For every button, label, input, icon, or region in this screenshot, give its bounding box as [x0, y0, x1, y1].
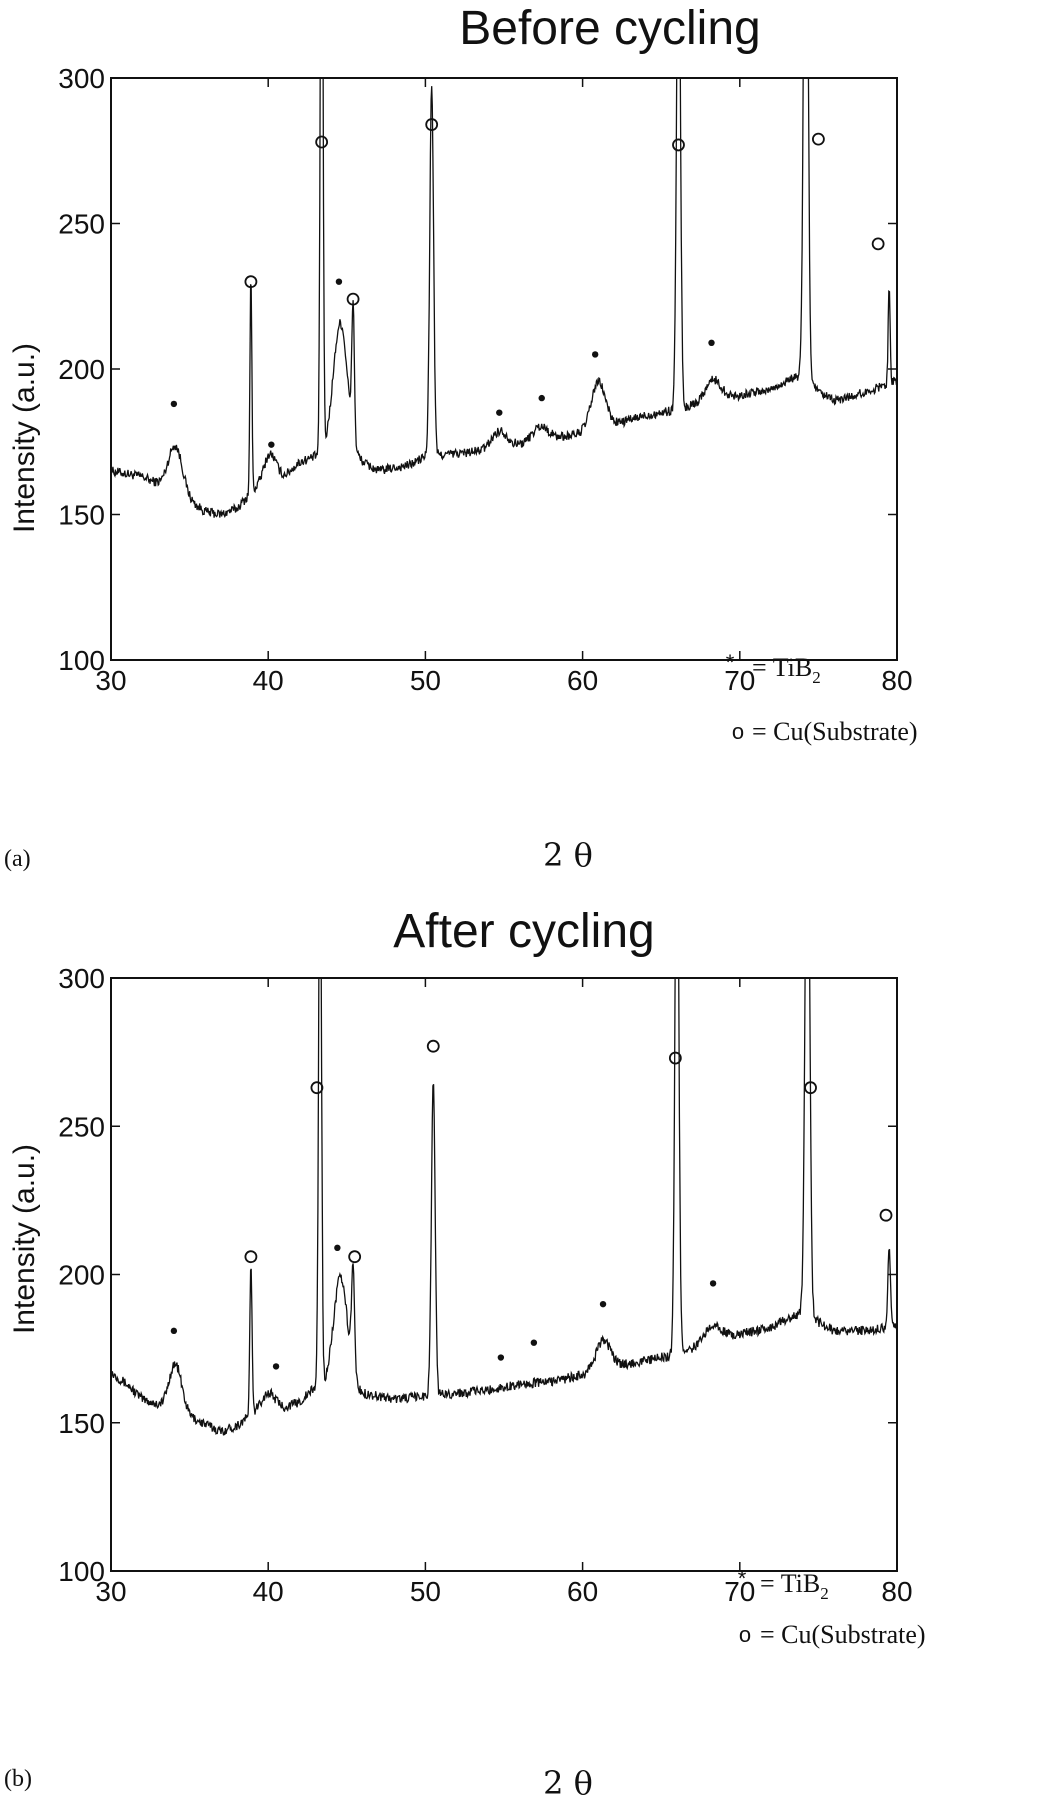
x-tick-label: 80 [881, 1576, 912, 1607]
y-tick-label: 150 [58, 1408, 105, 1439]
y-axis-title: Intensity (a.u.) [8, 343, 41, 533]
tib2-peak-marker [709, 1280, 717, 1287]
x-axis-title: 2 θ [543, 1764, 593, 1800]
chart-title: After cycling [393, 905, 654, 958]
plot-frame [110, 77, 898, 661]
tib2-peak-marker [335, 278, 343, 285]
cu-peak-marker [425, 118, 439, 131]
chart-panel-before-cycling: Before cycling Intensity (a.u.) 2 θ (a) … [4, 2, 918, 874]
x-tick-label: 60 [567, 665, 598, 696]
legend-marker-tib2: * [738, 1566, 747, 1591]
cu-peak-marker [668, 1051, 682, 1065]
x-tick-label: 30 [95, 665, 126, 696]
cu-peak-marker [879, 1208, 893, 1222]
legend-label-cu: = Cu(Substrate) [760, 1620, 926, 1649]
panel-label: (b) [4, 1766, 32, 1792]
cu-peak-marker [672, 138, 685, 152]
series-line [111, 978, 897, 1436]
legend-label-cu: = Cu(Substrate) [752, 717, 918, 746]
tib2-peak-marker [497, 1354, 505, 1361]
cu-peak-marker [348, 1250, 362, 1264]
legend: * = TiB2 o = Cu(Substrate) [726, 650, 918, 746]
x-tick-label: 80 [881, 665, 912, 696]
x-tick-label: 50 [410, 665, 441, 696]
legend: * = TiB2 o = Cu(Substrate) [738, 1566, 926, 1649]
chart-svg-before-cycling: Before cycling Intensity (a.u.) 2 θ (a) … [4, 2, 918, 874]
x-tick-label: 30 [95, 1576, 126, 1607]
legend-marker-tib2: * [726, 650, 735, 675]
y-tick-label: 100 [58, 1556, 105, 1587]
cu-peak-marker [244, 275, 258, 289]
plot-frame [110, 977, 898, 1572]
y-tick-label: 300 [58, 963, 105, 994]
cu-peak-marker [310, 1081, 324, 1095]
cu-peak-marker [244, 1250, 258, 1264]
legend-marker-cu: o [732, 719, 744, 744]
x-tick-label: 40 [253, 665, 284, 696]
cu-peak-marker [346, 292, 360, 306]
tib2-peak-marker [708, 339, 715, 347]
y-tick-label: 250 [58, 209, 105, 240]
tib2-peak-marker [272, 1363, 280, 1370]
tib2-peak-marker [538, 394, 545, 402]
y-axis-title: Intensity (a.u.) [8, 1144, 41, 1334]
plot-area: 30 40 50 60 70 80 100 150 200 250 300 [58, 63, 912, 696]
tib2-peak-marker [170, 1327, 178, 1335]
x-tick-label: 70 [724, 665, 755, 696]
x-axis-title: 2 θ [543, 836, 593, 874]
y-tick-label: 300 [58, 63, 105, 94]
tib2-peak-marker [496, 409, 503, 416]
cu-peak-marker [871, 237, 885, 251]
y-tick-label: 150 [58, 500, 105, 531]
cu-peak-marker [426, 1039, 440, 1053]
series-line [111, 78, 897, 519]
legend-label-tib2: = TiB2 [752, 653, 821, 687]
x-tick-label: 40 [253, 1576, 284, 1607]
x-tick-label: 60 [567, 1576, 598, 1607]
panel-label: (a) [4, 846, 31, 872]
tib2-peak-marker [268, 441, 275, 448]
cu-peak-marker [812, 132, 825, 146]
cu-peak-marker [804, 1081, 817, 1095]
legend-label-tib2: = TiB2 [760, 1569, 829, 1603]
chart-svg-after-cycling: After cycling Intensity (a.u.) 2 θ (b) 3… [4, 905, 926, 1800]
tib2-peak-marker [334, 1244, 341, 1252]
plot-area: 30 40 50 60 70 80 100 150 200 250 300 [58, 963, 912, 1607]
x-tick-label: 50 [410, 1576, 441, 1607]
tib2-peak-marker [599, 1300, 607, 1308]
chart-title: Before cycling [459, 2, 760, 55]
legend-marker-cu: o [739, 1622, 751, 1647]
y-tick-label: 200 [58, 1260, 105, 1291]
y-tick-label: 200 [58, 354, 105, 385]
chart-panel-after-cycling: After cycling Intensity (a.u.) 2 θ (b) 3… [0, 900, 1049, 1800]
tib2-peak-marker [530, 1339, 538, 1346]
y-tick-label: 250 [58, 1111, 105, 1142]
x-tick-label: 70 [724, 1576, 755, 1607]
tib2-peak-marker [170, 400, 178, 408]
y-tick-label: 100 [58, 645, 105, 676]
tib2-peak-marker [591, 351, 599, 358]
cu-peak-marker [315, 135, 329, 149]
